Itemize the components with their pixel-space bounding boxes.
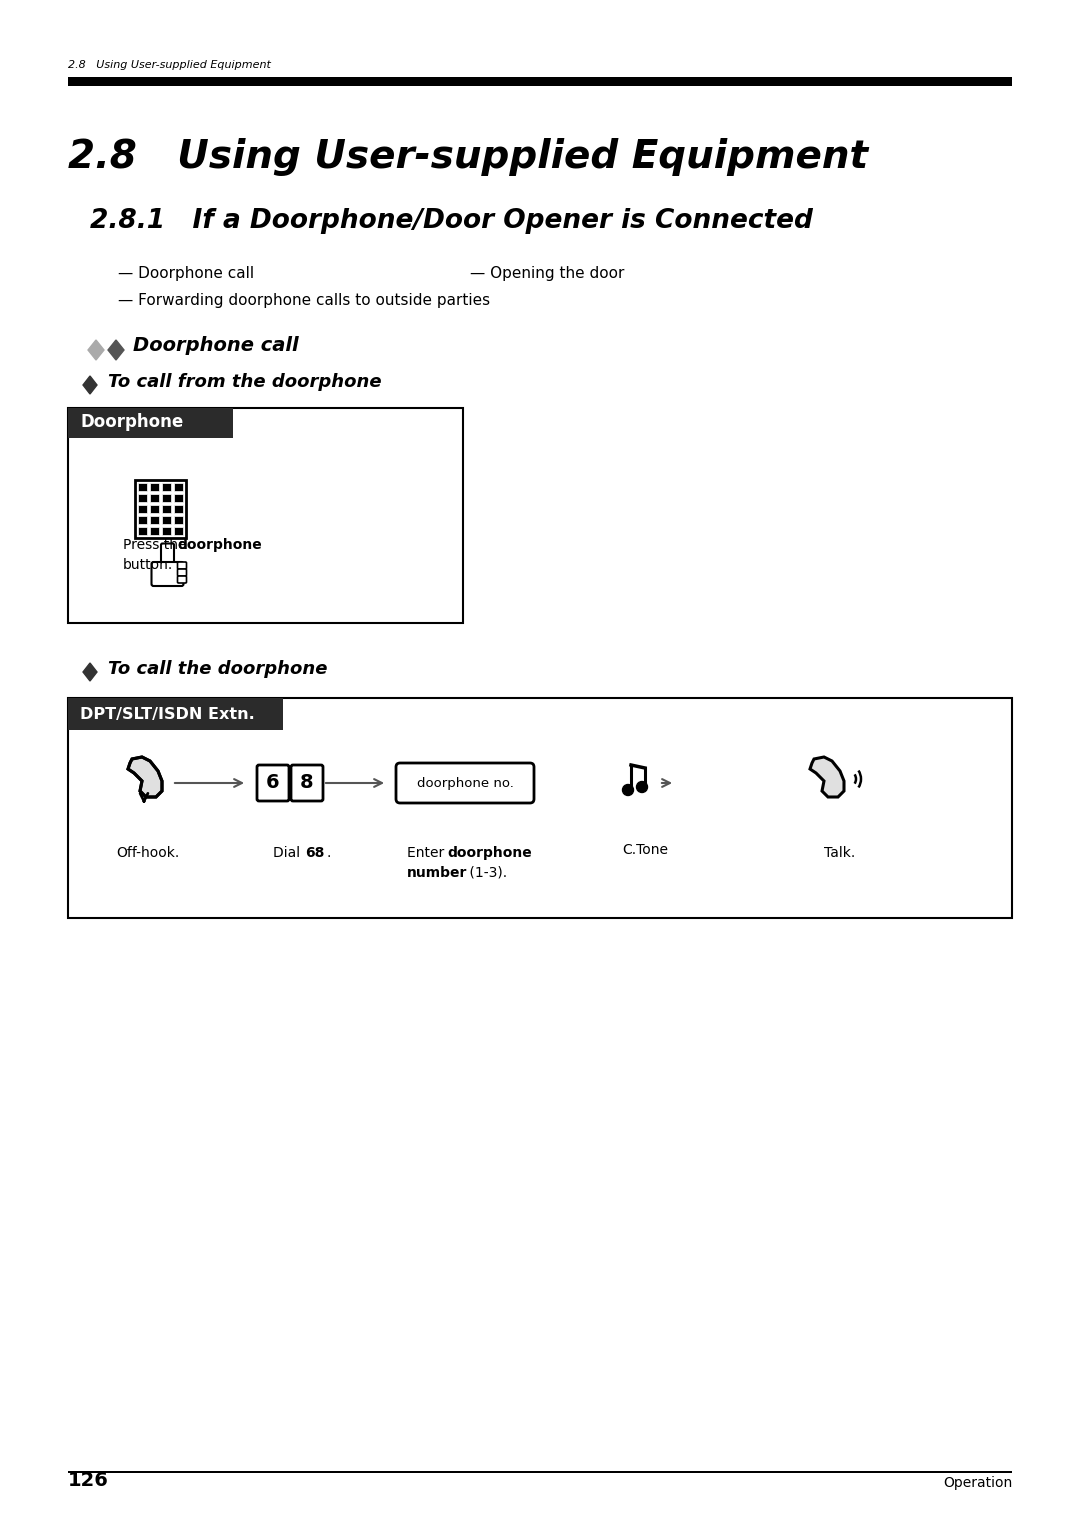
Polygon shape	[810, 756, 843, 798]
FancyBboxPatch shape	[138, 494, 147, 503]
FancyBboxPatch shape	[177, 576, 187, 584]
Text: doorphone no.: doorphone no.	[417, 776, 513, 790]
Text: .: .	[327, 847, 332, 860]
Text: 2.8   Using User-supplied Equipment: 2.8 Using User-supplied Equipment	[68, 60, 271, 70]
Text: Doorphone call: Doorphone call	[133, 336, 299, 354]
Polygon shape	[87, 341, 104, 361]
Text: 68: 68	[305, 847, 324, 860]
FancyBboxPatch shape	[150, 516, 159, 524]
Text: — Opening the door: — Opening the door	[470, 266, 624, 281]
Text: Dial: Dial	[273, 847, 305, 860]
Text: 8: 8	[300, 773, 314, 793]
Text: Press the: Press the	[123, 538, 191, 552]
Text: — Doorphone call: — Doorphone call	[118, 266, 254, 281]
Text: Doorphone: Doorphone	[80, 413, 184, 431]
FancyBboxPatch shape	[162, 516, 171, 524]
Text: number: number	[407, 866, 468, 880]
Text: Enter: Enter	[407, 847, 448, 860]
FancyBboxPatch shape	[174, 494, 183, 503]
Text: doorphone: doorphone	[177, 538, 261, 552]
Text: Talk.: Talk.	[824, 847, 855, 860]
FancyBboxPatch shape	[68, 698, 1012, 918]
FancyBboxPatch shape	[68, 1471, 1012, 1473]
FancyBboxPatch shape	[68, 408, 463, 623]
FancyBboxPatch shape	[150, 483, 159, 490]
Text: button.: button.	[123, 558, 173, 571]
FancyBboxPatch shape	[68, 76, 1012, 86]
Text: — Forwarding doorphone calls to outside parties: — Forwarding doorphone calls to outside …	[118, 293, 490, 309]
FancyBboxPatch shape	[68, 408, 233, 439]
FancyBboxPatch shape	[151, 562, 184, 587]
Polygon shape	[83, 663, 97, 681]
Text: 2.8.1   If a Doorphone/Door Opener is Connected: 2.8.1 If a Doorphone/Door Opener is Conn…	[90, 208, 813, 234]
Text: 2.8   Using User-supplied Equipment: 2.8 Using User-supplied Equipment	[68, 138, 868, 176]
FancyBboxPatch shape	[150, 504, 159, 513]
FancyBboxPatch shape	[162, 527, 171, 535]
FancyBboxPatch shape	[291, 766, 323, 801]
Polygon shape	[108, 341, 124, 361]
FancyBboxPatch shape	[150, 494, 159, 503]
Text: Operation: Operation	[943, 1476, 1012, 1490]
FancyBboxPatch shape	[174, 483, 183, 490]
FancyBboxPatch shape	[138, 483, 147, 490]
Text: 6: 6	[266, 773, 280, 793]
FancyBboxPatch shape	[150, 527, 159, 535]
FancyBboxPatch shape	[177, 568, 187, 576]
Polygon shape	[83, 376, 97, 394]
FancyBboxPatch shape	[138, 516, 147, 524]
Text: doorphone: doorphone	[447, 847, 531, 860]
FancyBboxPatch shape	[177, 562, 187, 568]
Circle shape	[636, 781, 648, 793]
FancyBboxPatch shape	[257, 766, 289, 801]
FancyBboxPatch shape	[174, 516, 183, 524]
FancyBboxPatch shape	[162, 504, 171, 513]
Polygon shape	[129, 756, 162, 798]
FancyBboxPatch shape	[174, 504, 183, 513]
FancyBboxPatch shape	[68, 698, 283, 730]
Text: 126: 126	[68, 1471, 109, 1490]
FancyBboxPatch shape	[161, 544, 174, 568]
FancyBboxPatch shape	[162, 483, 171, 490]
Circle shape	[622, 784, 634, 796]
FancyBboxPatch shape	[396, 762, 534, 804]
Text: Off-hook.: Off-hook.	[117, 847, 179, 860]
FancyBboxPatch shape	[162, 494, 171, 503]
Text: To call from the doorphone: To call from the doorphone	[108, 373, 381, 391]
Text: C.Tone: C.Tone	[622, 843, 669, 857]
Text: To call the doorphone: To call the doorphone	[108, 660, 327, 678]
Text: DPT/SLT/ISDN Extn.: DPT/SLT/ISDN Extn.	[80, 707, 255, 723]
FancyBboxPatch shape	[138, 504, 147, 513]
Text: (1-3).: (1-3).	[465, 866, 508, 880]
FancyBboxPatch shape	[174, 527, 183, 535]
FancyBboxPatch shape	[138, 527, 147, 535]
